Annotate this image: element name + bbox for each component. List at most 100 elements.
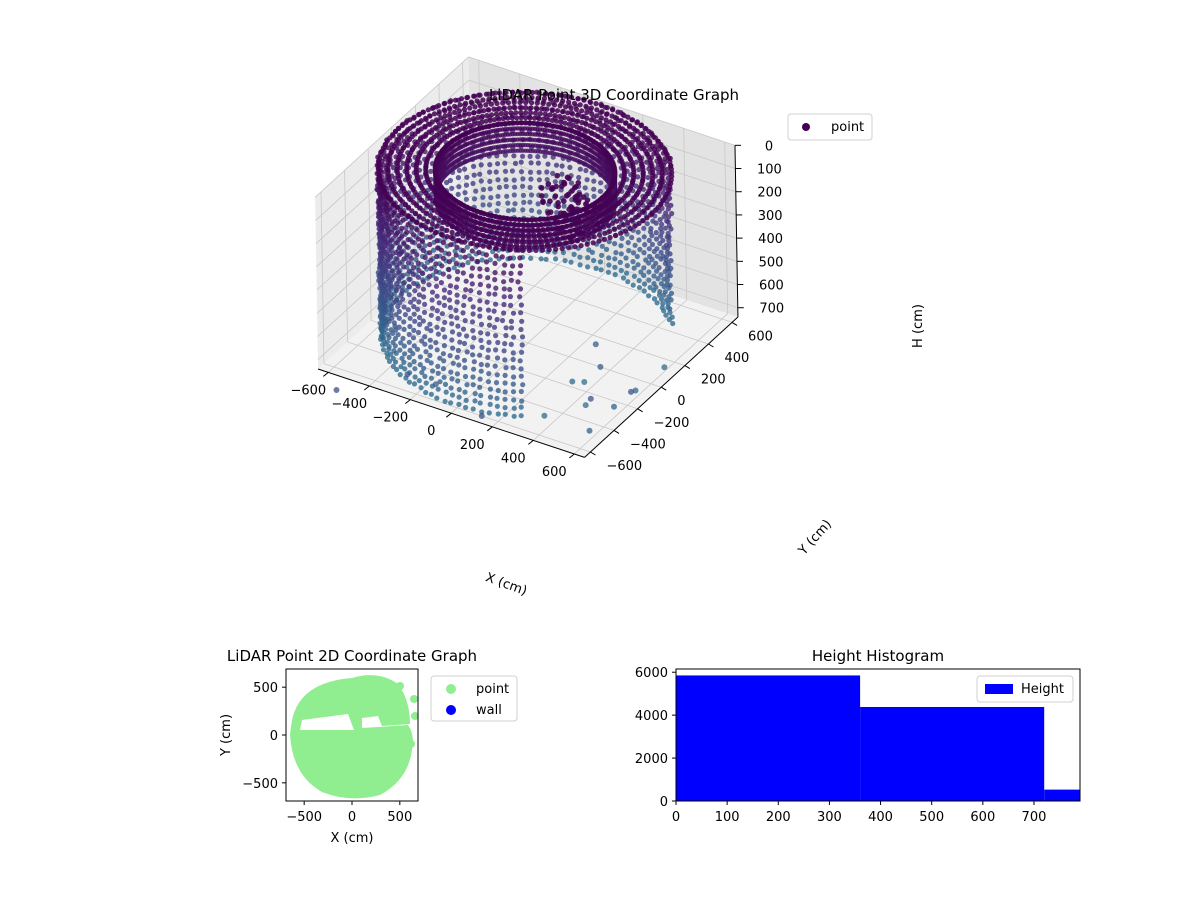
point-3d <box>461 340 468 347</box>
point-3d <box>520 153 526 159</box>
point-3d <box>503 325 509 331</box>
point-3d <box>540 227 546 233</box>
point-3d <box>472 104 478 110</box>
point-3d <box>461 106 468 112</box>
point-3d <box>646 293 652 299</box>
point-3d <box>511 192 517 198</box>
point-3d <box>507 105 513 111</box>
point-3d <box>632 242 638 248</box>
point-3d <box>520 382 526 388</box>
point-3d <box>624 270 630 276</box>
point-3d <box>396 276 402 282</box>
point-3d <box>532 115 538 121</box>
point-3d <box>487 394 494 400</box>
point-3d <box>653 236 660 242</box>
point-3d <box>649 241 656 248</box>
axes3d-ticks: −600 −400 −200 0 200 400 600 −600 −400 −200 0 200 40… <box>290 139 784 480</box>
point-3d <box>429 297 435 303</box>
point-3d <box>596 232 603 238</box>
point-3d <box>510 374 517 380</box>
point-3d <box>494 395 500 401</box>
x-tick-label: 500 <box>919 810 944 825</box>
point-3d <box>662 260 669 267</box>
point-3d <box>539 193 545 199</box>
point-3d <box>460 248 466 254</box>
point-3d <box>462 166 468 172</box>
point-3d <box>594 221 601 228</box>
point-3d <box>528 176 534 182</box>
point-3d <box>414 227 420 233</box>
point-3d <box>405 307 411 313</box>
point-3d <box>619 126 626 132</box>
grid-line <box>683 128 688 301</box>
point-3d <box>395 229 401 235</box>
point-3d <box>406 276 412 282</box>
point-3d <box>534 100 540 106</box>
point-3d <box>518 120 525 126</box>
point-3d <box>477 221 483 227</box>
point-3d <box>536 232 542 238</box>
point-3d <box>632 223 638 229</box>
point-3d <box>409 216 415 222</box>
point-3d <box>500 246 506 252</box>
point-3d <box>384 251 390 257</box>
point-3d <box>475 259 481 265</box>
point-3d <box>582 185 588 191</box>
point-3d <box>446 251 452 257</box>
point-3d <box>514 237 520 243</box>
point-3d <box>475 231 481 237</box>
point-3d <box>385 257 391 263</box>
point-3d <box>546 101 552 107</box>
point-3d <box>466 117 472 123</box>
point-3d <box>536 116 542 122</box>
point-3d <box>445 221 451 227</box>
point-3d <box>436 109 442 115</box>
point-3d <box>641 265 647 271</box>
point-3d <box>384 201 390 207</box>
point-3d <box>479 119 485 125</box>
point-3d <box>537 216 543 222</box>
point-3d <box>401 210 407 217</box>
point-3d <box>420 247 426 253</box>
point-3d <box>517 294 523 300</box>
point-3d <box>498 111 504 117</box>
point-3d <box>425 218 431 224</box>
point-3d <box>545 226 551 232</box>
point-3d <box>502 160 508 166</box>
point-3d <box>547 112 553 118</box>
point-3d <box>405 222 411 228</box>
point-3d <box>501 241 507 247</box>
y-tick <box>684 365 691 370</box>
point-3d <box>431 111 438 117</box>
point-3d <box>457 254 464 260</box>
point-3d <box>542 153 548 159</box>
point-3d <box>462 190 468 196</box>
point-3d <box>454 299 460 305</box>
point-3d <box>446 105 452 111</box>
point-3d <box>535 160 542 166</box>
point-3d <box>560 249 567 256</box>
point-3d <box>465 234 472 241</box>
point-3d <box>536 90 542 96</box>
point-3d <box>484 362 490 368</box>
point-3d <box>657 240 663 247</box>
point-3d <box>639 209 646 215</box>
point-3d <box>562 93 568 99</box>
point-3d <box>469 344 476 350</box>
point-3d <box>503 183 509 190</box>
point-3d <box>413 211 419 217</box>
point-3d <box>493 253 499 259</box>
point-3d <box>603 117 609 123</box>
point-3d <box>518 413 524 419</box>
point-3d <box>483 102 489 108</box>
point-3d <box>426 282 432 288</box>
point-3d <box>455 191 461 197</box>
point-3d <box>502 168 509 174</box>
point-3d <box>641 234 647 240</box>
point-3d <box>523 120 529 126</box>
point-3d <box>653 230 659 236</box>
point-3d <box>449 321 455 327</box>
point-3d <box>427 321 433 327</box>
point-3d <box>415 283 421 289</box>
point-3d <box>630 250 637 256</box>
